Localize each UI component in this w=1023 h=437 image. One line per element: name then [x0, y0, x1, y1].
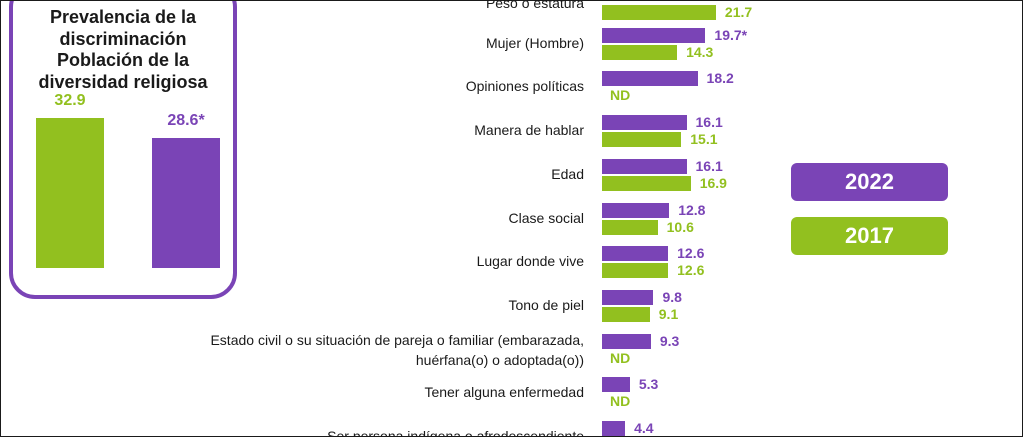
- category-label: Tener alguna enfermedad: [424, 384, 584, 400]
- bar-2017: [602, 263, 669, 278]
- bar-2022: [602, 203, 670, 218]
- category-label: Opiniones políticas: [465, 78, 584, 94]
- value-label-2022: 16.1: [695, 158, 723, 174]
- inset-title-line: Prevalencia de la: [49, 7, 197, 27]
- value-label-2022: 19.7*: [714, 27, 748, 43]
- value-label-2022: 12.6: [677, 245, 705, 261]
- bar-2022: [602, 115, 687, 130]
- category-label: Edad: [551, 166, 584, 182]
- inset-title: Prevalencia de la discriminación Poblaci…: [13, 7, 233, 93]
- bar-2022: [602, 421, 626, 436]
- category-label: Ser persona indígena o afrodescendiente: [327, 428, 584, 437]
- inset-bar-2022: [152, 137, 220, 268]
- bar-2017: [602, 45, 678, 60]
- bar-2017: [602, 176, 691, 191]
- category-label: Manera de hablar: [474, 122, 584, 138]
- value-label-2017: 14.3: [686, 44, 714, 60]
- bar-2017: [602, 307, 650, 322]
- value-label-2022: 16.1: [695, 114, 723, 130]
- value-label-2022: 18.2: [706, 70, 734, 86]
- bar-2022: [602, 290, 654, 305]
- value-label-2022: 5.3: [638, 376, 659, 392]
- category-label: Tono de piel: [508, 297, 584, 313]
- value-label-2017: ND: [610, 393, 631, 409]
- category-label: Clase social: [508, 210, 584, 226]
- value-label-2017: 10.6: [666, 219, 694, 235]
- value-label-2017: 21.7: [724, 4, 753, 20]
- inset-title-line: discriminación: [59, 28, 187, 49]
- inset-prevalence-panel: Prevalencia de la discriminación Poblaci…: [9, 1, 237, 299]
- bar-2022: [602, 377, 630, 392]
- inset-value-label: 32.9: [54, 92, 86, 110]
- inset-bar-2017: [36, 118, 104, 268]
- category-label: Estado civil o su situación de pareja o …: [210, 332, 584, 368]
- value-label-2022: 12.8: [678, 202, 706, 218]
- legend-2017: 2017: [791, 217, 948, 255]
- bar-2022: [602, 159, 687, 174]
- category-label: Mujer (Hombre): [485, 35, 584, 51]
- bar-2017: [602, 132, 682, 147]
- value-label-2022: 9.3: [659, 333, 680, 349]
- category-label: Lugar donde vive: [476, 253, 584, 269]
- value-label-2017: ND: [610, 87, 631, 103]
- inset-title-line: Población de la: [56, 50, 190, 70]
- value-label-2022: 4.4: [634, 420, 654, 436]
- value-label-2017: 12.6: [677, 262, 705, 278]
- legend-2022: 2022: [791, 163, 948, 201]
- value-label-2017: 16.9: [699, 175, 727, 191]
- bar-2022: [602, 246, 669, 261]
- inset-value-label: 28.6*: [167, 111, 205, 129]
- category-label: Peso o estatura: [485, 0, 584, 11]
- bar-2022: [602, 71, 698, 86]
- bar-2017: [602, 220, 658, 235]
- bar-2022: [602, 334, 651, 349]
- value-label-2017: 15.1: [690, 131, 718, 147]
- bar-2017: [602, 5, 716, 20]
- value-label-2017: 9.1: [658, 306, 679, 322]
- value-label-2017: ND: [610, 350, 631, 366]
- bar-2022: [602, 28, 706, 43]
- value-label-2022: 9.8: [662, 289, 682, 305]
- inset-title-line: diversidad religiosa: [38, 71, 208, 92]
